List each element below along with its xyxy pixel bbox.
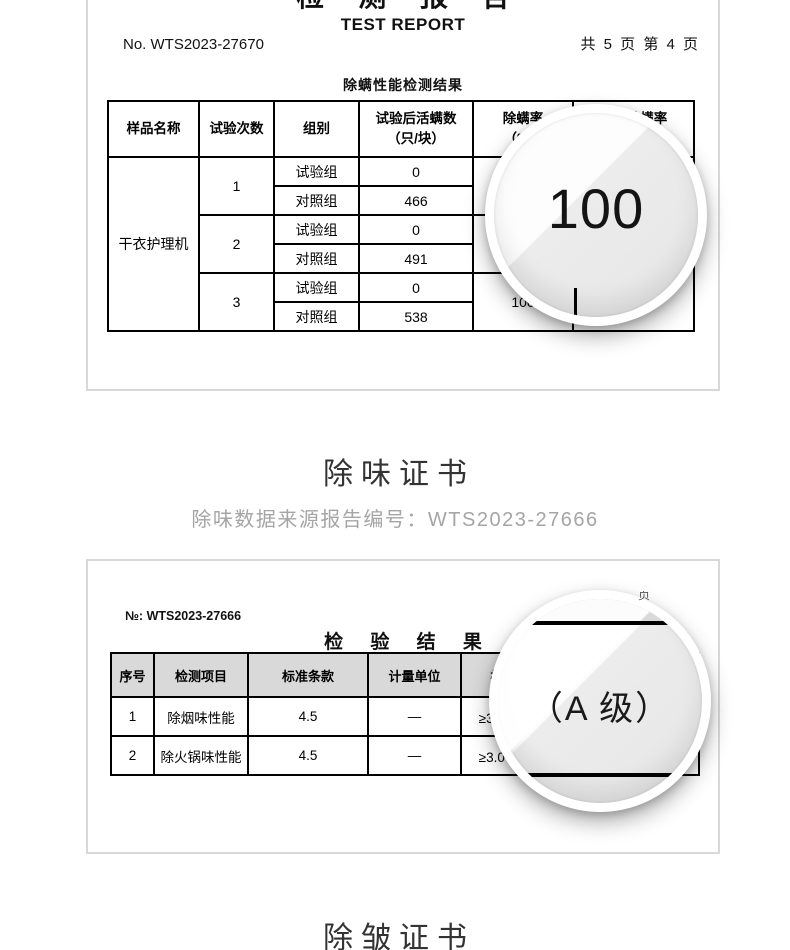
magnifier-circle-mite-rate: 100 [485,104,707,326]
cell-test-no: 2 [198,214,275,274]
col-header-item: 检测项目 [153,652,249,698]
cell-count: 0 [358,214,474,245]
cell-count: 0 [358,156,474,187]
magnifier-lens: 100 [494,113,698,317]
cell-group: 试验组 [273,272,360,303]
magnifier-lens: （A 级） [498,599,702,803]
cell-sample-name: 干衣护理机 [107,156,200,332]
magnified-table-border-line [574,288,577,317]
cell-index: 1 [110,696,155,737]
cell-item: 除火锅味性能 [153,735,249,776]
deodor-cert-subtitle: 除味数据来源报告编号：WTS2023-27666 [191,509,599,531]
cell-item: 除烟味性能 [153,696,249,737]
col-header-group: 组别 [273,100,360,158]
lens-sheen [498,599,702,803]
col-header-sample: 样品名称 [107,100,200,158]
report1-title-cn: 检 测 报 告 [88,0,718,11]
magnifier-circle-grade: （A 级） 页 [489,590,711,812]
cell-group: 对照组 [273,301,360,332]
cell-count: 491 [358,243,474,274]
cell-count: 0 [358,272,474,303]
cell-count: 538 [358,301,474,332]
report2-number: №: WTS2023-27666 [125,609,242,623]
magnified-grade-value: （A 级） [528,689,672,728]
cell-group: 对照组 [273,243,360,274]
col-header-index: 序号 [110,652,155,698]
report1-table-title: 除螨性能检测结果 [343,77,463,93]
cell-count: 466 [358,185,474,216]
magnified-table-line-bottom [498,773,702,777]
report1-title-en: TEST REPORT [340,15,466,34]
table-row: 对照组 538 [108,301,694,332]
report1-number: No. WTS2023-27670 [123,36,264,53]
cell-clause: 4.5 [247,696,369,737]
table-row: 对照组 466 [108,185,694,216]
magnified-rate-value: 100 [547,176,645,240]
col-header-test-no: 试验次数 [198,100,275,158]
cell-unit: — [367,696,462,737]
cell-test-no: 1 [198,156,275,216]
magnified-text-fragment: 页 [638,591,651,601]
cell-test-no: 3 [198,272,275,332]
table-row: 对照组 491 [108,243,694,274]
cell-group: 试验组 [273,156,360,187]
cell-index: 2 [110,735,155,776]
col-header-unit: 计量单位 [367,652,462,698]
cell-group: 试验组 [273,214,360,245]
col-header-clause: 标准条款 [247,652,369,698]
magnified-table-line-top [498,621,702,625]
col-header-mites: 试验后活螨数 （只/块） [358,100,474,158]
cell-unit: — [367,735,462,776]
report1-page-info: 共 5 页 第 4 页 [580,36,700,53]
report2-section-title: 检 验 结 果 [324,632,493,653]
deodor-cert-title: 除味证书 [323,458,475,491]
cell-group: 对照组 [273,185,360,216]
cell-clause: 4.5 [247,735,369,776]
wrinkle-cert-title: 除皱证书 [323,922,475,950]
